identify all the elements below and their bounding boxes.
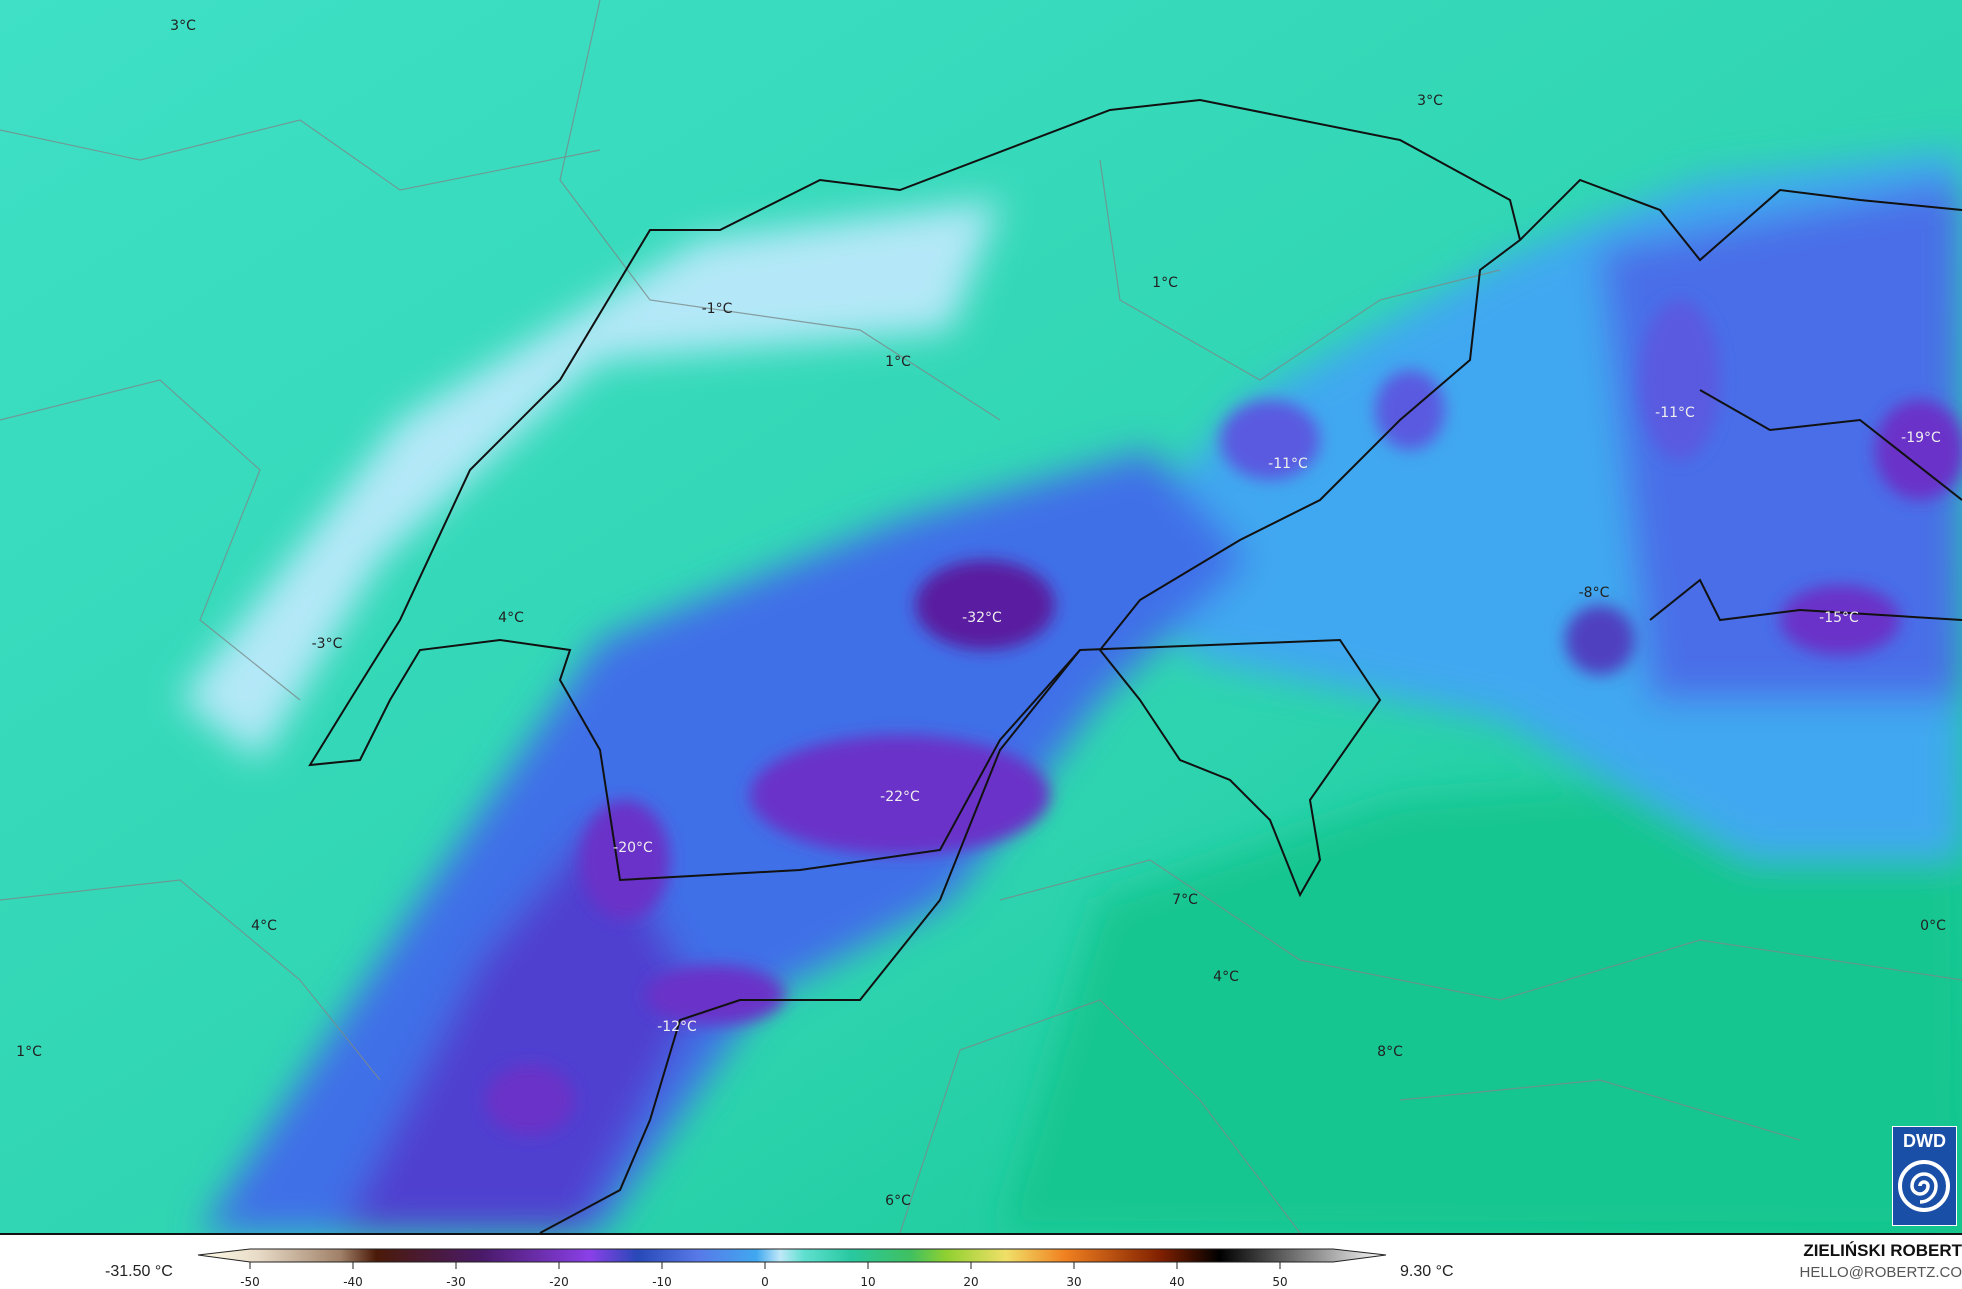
- temperature-label: 3°C: [170, 18, 196, 34]
- temperature-label: 7°C: [1172, 892, 1198, 908]
- colorbar-tick-label: 20: [963, 1275, 979, 1289]
- temperature-label: -32°C: [962, 610, 1002, 626]
- temperature-label: 1°C: [885, 354, 911, 370]
- temperature-label: 1°C: [16, 1044, 42, 1060]
- colorbar-tick-label: 0: [761, 1275, 769, 1289]
- italy-border: [539, 649, 1081, 1233]
- colorbar-tick-label: 10: [860, 1275, 876, 1289]
- footer: -31.50 °C: [0, 1233, 1962, 1289]
- temperature-label: 4°C: [1213, 969, 1239, 985]
- colorbar-tick-label: 30: [1066, 1275, 1082, 1289]
- colorbar-tick-label: 50: [1272, 1275, 1288, 1289]
- colorbar-tick-label: 40: [1169, 1275, 1185, 1289]
- author-email: HELLO@ROBERTZ.CO: [1799, 1264, 1962, 1281]
- temperature-label: 6°C: [885, 1193, 911, 1209]
- austria-border: [1519, 178, 1962, 622]
- max-value: 9.30 °C: [1400, 1263, 1454, 1280]
- temperature-label: 1°C: [1152, 275, 1178, 291]
- temperature-label: -11°C: [1268, 456, 1308, 472]
- temperature-label: -19°C: [1901, 430, 1941, 446]
- logo-text: DWD: [1903, 1131, 1946, 1151]
- min-value: -31.50 °C: [105, 1263, 173, 1280]
- temperature-label: -22°C: [880, 789, 920, 805]
- colorbar-tick-label: -10: [652, 1275, 672, 1289]
- swiss-border: [308, 98, 1522, 898]
- temperature-map: [0, 0, 1962, 1233]
- temperature-label: 4°C: [251, 918, 277, 934]
- temperature-label: -15°C: [1819, 610, 1859, 626]
- author-credit: ZIELIŃSKI ROBERT: [1803, 1241, 1962, 1260]
- dwd-logo: DWD: [1892, 1126, 1957, 1226]
- temperature-label: -20°C: [613, 840, 653, 856]
- colorbar-tick-label: -50: [240, 1275, 260, 1289]
- temperature-label: 0°C: [1920, 918, 1946, 934]
- spiral-icon: [1898, 1160, 1950, 1212]
- temperature-label: 8°C: [1377, 1044, 1403, 1060]
- temperature-label: 4°C: [498, 610, 524, 626]
- regional-borders: [0, 0, 1962, 1233]
- colorbar: [197, 1248, 1387, 1269]
- temperature-label: -11°C: [1655, 405, 1695, 421]
- temperature-label: -1°C: [701, 301, 733, 317]
- temperature-label: -8°C: [1578, 585, 1610, 601]
- temperature-label: -12°C: [657, 1019, 697, 1035]
- temperature-label: -3°C: [311, 636, 343, 652]
- colorbar-tick-label: -30: [446, 1275, 466, 1289]
- colorbar-tick-label: -40: [343, 1275, 363, 1289]
- colorbar-tick-label: -20: [549, 1275, 569, 1289]
- temperature-label: 3°C: [1417, 93, 1443, 109]
